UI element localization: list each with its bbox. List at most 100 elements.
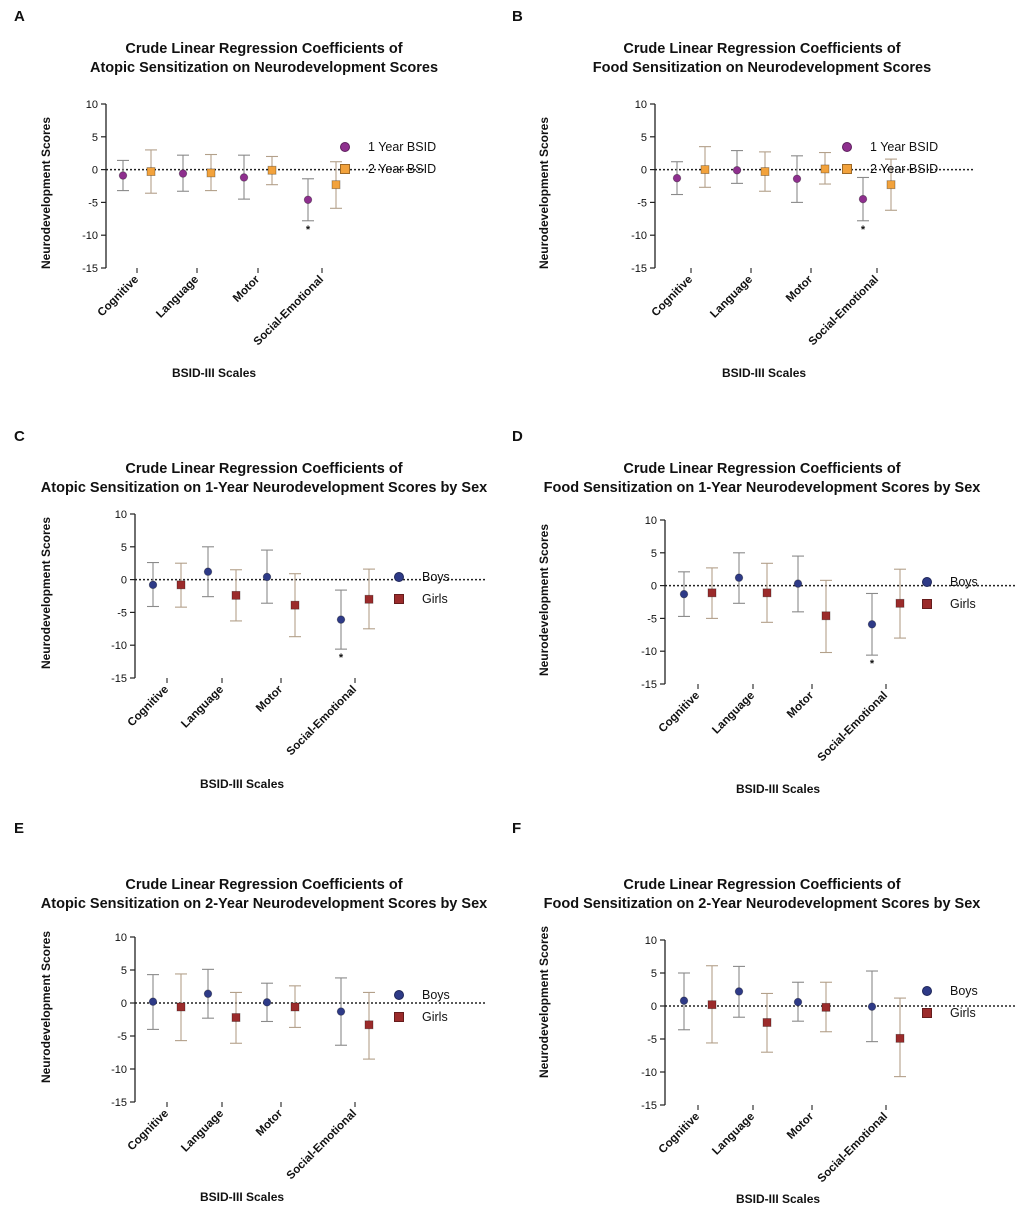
y-tick-label: -15 <box>631 263 647 275</box>
chart-title-line-1: Crude Linear Regression Coefficients of <box>623 41 901 57</box>
x-tick-label: Cognitive <box>126 1108 172 1154</box>
significance-asterisk: * <box>870 658 875 670</box>
data-point <box>793 997 803 1007</box>
x-tick-label: Social-Emotional <box>252 274 326 348</box>
y-tick-label: 0 <box>651 581 657 593</box>
data-point <box>206 168 216 178</box>
x-tick-label: Social-Emotional <box>285 1108 359 1182</box>
data-point <box>707 588 717 598</box>
data-point <box>262 572 272 582</box>
panel-d: D Crude Linear Regression Coefficients o… <box>512 428 1015 828</box>
x-tick-label: Cognitive <box>657 1111 703 1157</box>
data-point <box>148 580 158 590</box>
legend-item: 2 Year BSID <box>340 158 436 180</box>
x-tick-label: Cognitive <box>96 274 142 320</box>
data-point <box>821 1002 831 1012</box>
legend-item: 1 Year BSID <box>340 136 436 158</box>
data-point <box>858 194 868 204</box>
data-point <box>793 579 803 588</box>
data-point <box>762 588 772 598</box>
legend-label: 2 Year BSID <box>368 162 437 176</box>
significance-asterisk: * <box>306 224 311 236</box>
panel-f: F Crude Linear Regression Coefficients o… <box>512 820 1015 1220</box>
circle-marker-icon <box>842 142 852 152</box>
y-tick-label: 5 <box>121 542 127 554</box>
x-tick-label: Social-Emotional <box>285 684 359 758</box>
y-axis-title: Neurodevelopment Scores <box>537 523 551 677</box>
data-point <box>734 573 744 582</box>
x-tick-label: Motor <box>254 683 285 714</box>
x-tick-label: Language <box>708 274 755 321</box>
y-tick-label: -10 <box>641 1067 657 1079</box>
chart-title: Crude Linear Regression Coefficients of … <box>512 876 1012 914</box>
data-point <box>267 165 277 175</box>
y-tick-label: 10 <box>115 932 127 944</box>
chart-title-line-1: Crude Linear Regression Coefficients of <box>125 877 403 893</box>
data-point <box>867 620 877 629</box>
data-point <box>895 598 905 608</box>
x-tick-label: Language <box>710 690 757 737</box>
panel-label: D <box>512 428 523 445</box>
x-axis-title: BSID-III Scales <box>200 1190 285 1204</box>
chart-title-line-1: Crude Linear Regression Coefficients of <box>125 41 403 57</box>
chart-title-line-2: Food Sensitization on 1-Year Neurodevelo… <box>543 480 981 496</box>
chart-title: Crude Linear Regression Coefficients of … <box>512 40 1012 78</box>
legend-item: Boys <box>394 984 450 1006</box>
chart-title-line-1: Crude Linear Regression Coefficients of <box>125 461 403 477</box>
data-point <box>734 987 744 996</box>
data-point <box>820 164 830 174</box>
data-point <box>176 1002 186 1012</box>
square-marker-icon <box>922 599 932 609</box>
data-point <box>176 580 186 590</box>
x-tick-label: Language <box>179 1108 226 1155</box>
y-axis-title: Neurodevelopment Scores <box>39 516 53 670</box>
square-marker-icon <box>922 1008 932 1018</box>
y-tick-label: 10 <box>635 99 647 111</box>
legend-label: 1 Year BSID <box>870 140 939 154</box>
chart-title-line-2: Food Sensitization on Neurodevelopment S… <box>592 60 932 76</box>
data-point <box>707 1000 717 1010</box>
y-tick-label: 0 <box>651 1001 657 1013</box>
data-point <box>290 1002 300 1012</box>
legend-item: Boys <box>922 980 978 1002</box>
data-point <box>336 615 346 624</box>
y-tick-label: 5 <box>92 132 98 144</box>
x-axis-title: BSID-III Scales <box>172 366 257 380</box>
data-point <box>231 1013 241 1022</box>
legend-label: Boys <box>422 570 450 584</box>
chart-title: Crude Linear Regression Coefficients of … <box>14 40 514 78</box>
data-point <box>364 1020 374 1030</box>
square-marker-icon <box>394 1012 404 1022</box>
chart-title-line-2: Atopic Sensitization on 1-Year Neurodeve… <box>40 480 488 496</box>
legend-label: Boys <box>950 575 978 589</box>
data-point <box>867 1002 877 1011</box>
square-marker-icon <box>340 164 350 174</box>
panel-label: E <box>14 820 25 837</box>
x-axis-title: BSID-III Scales <box>722 366 807 380</box>
legend-label: Girls <box>422 1010 448 1024</box>
legend-item: Girls <box>394 588 450 610</box>
panel-label: C <box>14 428 25 445</box>
y-tick-label: 5 <box>651 548 657 560</box>
x-tick-label: Motor <box>784 273 815 304</box>
y-tick-label: -10 <box>82 230 98 242</box>
legend-item: Boys <box>394 566 450 588</box>
data-point <box>262 998 272 1007</box>
y-tick-label: -10 <box>111 1064 127 1076</box>
x-axis-title: BSID-III Scales <box>736 782 821 796</box>
panel-label: A <box>14 8 25 25</box>
legend-item: 1 Year BSID <box>842 136 938 158</box>
data-point <box>679 589 689 599</box>
legend-label: Boys <box>422 988 450 1002</box>
data-point <box>148 997 158 1006</box>
x-tick-label: Motor <box>231 273 262 304</box>
y-tick-label: 10 <box>86 99 98 111</box>
panel-label: F <box>512 820 522 837</box>
x-tick-label: Language <box>154 274 201 321</box>
data-point <box>231 590 241 600</box>
data-point <box>821 611 831 621</box>
chart-title: Crude Linear Regression Coefficients of … <box>14 460 514 498</box>
data-point <box>760 167 770 176</box>
legend-label: 2 Year BSID <box>870 162 939 176</box>
